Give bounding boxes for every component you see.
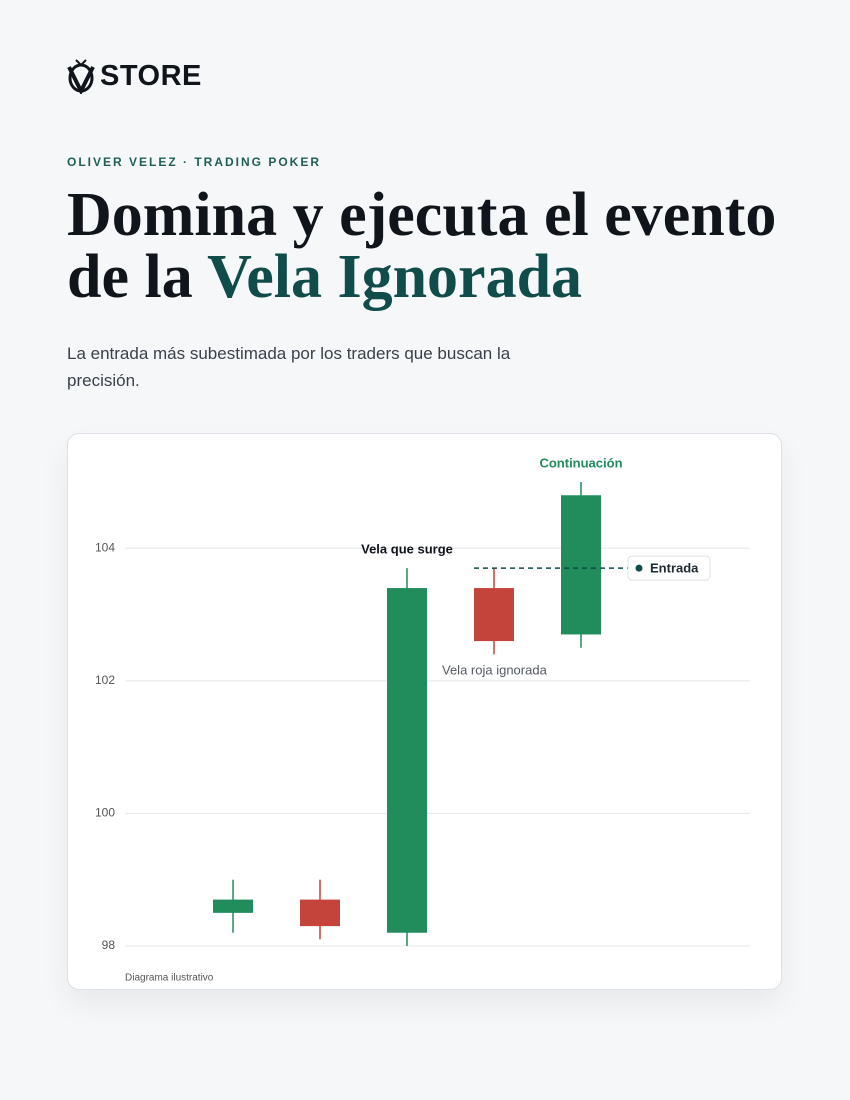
annotation: Vela que surge <box>361 541 453 556</box>
brand-name: STORE <box>100 59 202 92</box>
candle-body <box>300 899 340 927</box>
y-tick-label: 102 <box>95 673 115 687</box>
candle-body <box>387 588 427 933</box>
y-tick-label: 100 <box>95 806 115 820</box>
entry-label: Entrada <box>650 561 699 576</box>
y-tick-label: 104 <box>95 540 115 554</box>
headline-accent: Vela Ignorada <box>207 243 583 311</box>
eyebrow: OLIVER VELEZ · TRADING POKER <box>67 155 322 169</box>
annotation: Continuación <box>539 455 622 470</box>
entry-dot <box>635 564 643 572</box>
chart-note: Diagrama ilustrativo <box>125 973 214 984</box>
chart-card: 98 100 102 104 Entrada Vela que surge Vela roj… <box>67 433 782 990</box>
y-tick-label: 98 <box>102 938 116 952</box>
annotation: Vela roja ignorada <box>442 662 548 677</box>
logo-icon <box>67 59 95 94</box>
chart: 98 100 102 104 Entrada Vela que surge Vela roj… <box>95 455 750 984</box>
candle-body <box>561 495 601 635</box>
brand: STORE <box>66 58 202 94</box>
subtitle: La entrada más subestimada por los trade… <box>67 344 511 390</box>
candle-body <box>213 899 253 913</box>
candle-body <box>474 588 514 642</box>
headline: Domina y ejecuta el evento de la Vela Ign… <box>67 184 776 308</box>
headline-line: de la <box>67 243 193 311</box>
entry-box <box>627 555 711 581</box>
headline-line: Domina y ejecuta el evento <box>67 181 777 249</box>
